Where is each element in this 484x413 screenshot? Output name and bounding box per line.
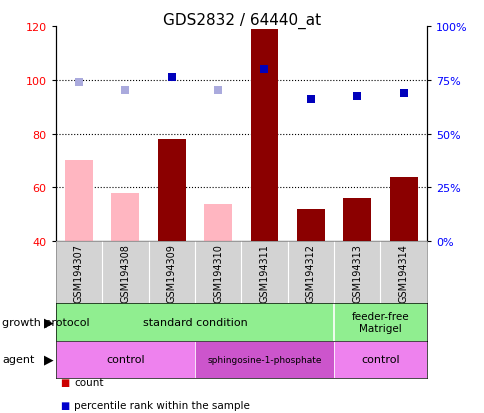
Point bbox=[121, 88, 129, 95]
Bar bbox=[333, 341, 426, 378]
Text: GSM194307: GSM194307 bbox=[74, 243, 84, 302]
Text: ▶: ▶ bbox=[44, 316, 53, 329]
Bar bbox=[296, 209, 324, 242]
Text: percentile rank within the sample: percentile rank within the sample bbox=[74, 400, 250, 410]
Text: GSM194312: GSM194312 bbox=[305, 243, 315, 302]
Point bbox=[167, 74, 175, 81]
Bar bbox=[250, 29, 278, 242]
Text: standard condition: standard condition bbox=[142, 317, 247, 327]
Text: GSM194314: GSM194314 bbox=[398, 243, 408, 302]
Text: ▶: ▶ bbox=[44, 353, 53, 366]
Text: control: control bbox=[361, 354, 399, 364]
Bar bbox=[204, 204, 231, 242]
Bar bbox=[56, 341, 195, 378]
Text: GSM194313: GSM194313 bbox=[351, 243, 362, 302]
Bar bbox=[195, 341, 333, 378]
Text: GSM194310: GSM194310 bbox=[212, 243, 223, 302]
Text: GSM194309: GSM194309 bbox=[166, 243, 176, 302]
Text: growth protocol: growth protocol bbox=[2, 317, 90, 327]
Bar bbox=[111, 193, 139, 242]
Text: ■: ■ bbox=[60, 400, 70, 410]
Text: GSM194311: GSM194311 bbox=[259, 243, 269, 302]
Text: sphingosine-1-phosphate: sphingosine-1-phosphate bbox=[207, 355, 321, 364]
Point bbox=[306, 96, 314, 102]
Text: GDS2832 / 64440_at: GDS2832 / 64440_at bbox=[163, 12, 321, 28]
Bar bbox=[65, 161, 93, 242]
Bar bbox=[157, 140, 185, 242]
Point bbox=[353, 93, 361, 100]
Point bbox=[399, 91, 407, 97]
Text: agent: agent bbox=[2, 354, 35, 364]
Text: count: count bbox=[74, 377, 104, 387]
Text: feeder-free
Matrigel: feeder-free Matrigel bbox=[351, 311, 408, 333]
Point bbox=[75, 80, 83, 87]
Bar bbox=[389, 177, 417, 242]
Point bbox=[260, 66, 268, 73]
Text: GSM194308: GSM194308 bbox=[120, 243, 130, 302]
Text: control: control bbox=[106, 354, 144, 364]
Bar bbox=[343, 199, 370, 242]
Text: ■: ■ bbox=[60, 377, 70, 387]
Point bbox=[214, 88, 222, 95]
